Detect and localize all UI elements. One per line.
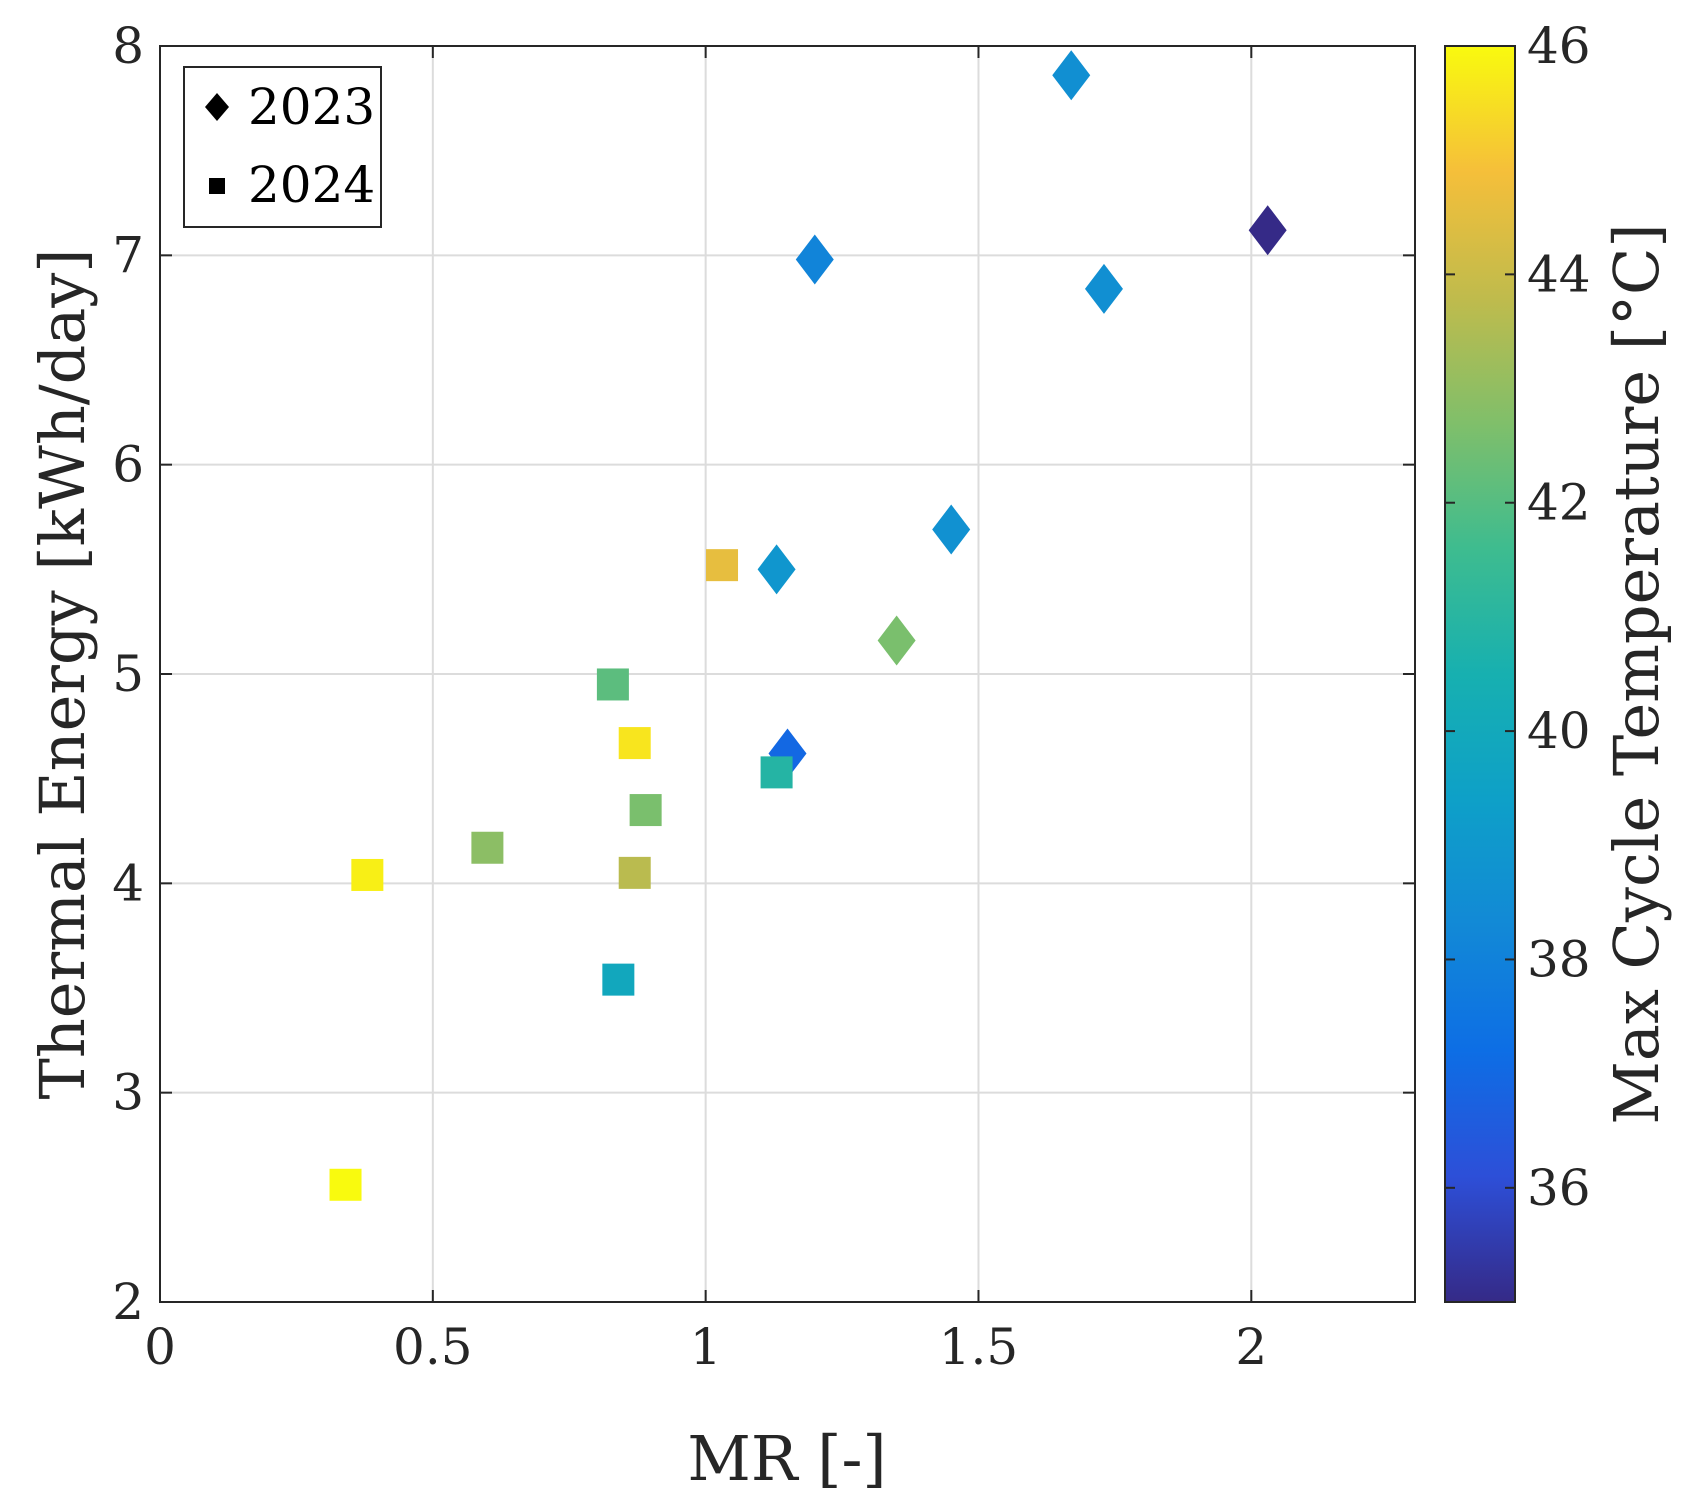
- colorbar-tick-label: 44: [1527, 245, 1591, 303]
- colorbar-tick-label: 46: [1527, 17, 1591, 75]
- y-tick-label: 2: [112, 1273, 144, 1331]
- axis-ticks: 0 0.5 1 1.5 2 2 3 4 5 6 7 8: [112, 17, 1415, 1376]
- data-point-2023: [1052, 50, 1091, 101]
- colorbar-ticks: 36 38 40 42 44 46: [1445, 17, 1591, 1217]
- colorbar-tick-label: 40: [1527, 702, 1591, 760]
- data-point-2024: [618, 727, 651, 760]
- y-tick-label: 8: [112, 17, 144, 75]
- colorbar: 36 38 40 42 44 46 Max Cycle Temperature [°C]: [1444, 17, 1673, 1303]
- data-point-2023: [1248, 205, 1287, 256]
- colorbar-tick-label: 38: [1527, 930, 1591, 988]
- x-tick-label: 0: [144, 1318, 176, 1376]
- data-point-2024: [629, 794, 662, 827]
- legend-label-2023: 2023: [248, 78, 375, 136]
- y-tick-label: 4: [112, 854, 144, 912]
- colorbar-title: Max Cycle Temperature [°C]: [1600, 223, 1673, 1124]
- colorbar-tick-label: 36: [1527, 1159, 1591, 1217]
- data-point-2024: [602, 963, 635, 996]
- x-tick-label: 1.5: [939, 1318, 1019, 1376]
- data-point-2023: [757, 544, 796, 595]
- data-point-2024: [471, 831, 504, 864]
- data-point-2023: [877, 615, 916, 666]
- data-point-2023: [932, 504, 971, 555]
- x-tick-label: 2: [1235, 1318, 1267, 1376]
- data-point-2024: [706, 549, 739, 582]
- legend: 2023 2024: [183, 66, 382, 228]
- x-tick-label: 1: [690, 1318, 722, 1376]
- data-point-2023: [1084, 263, 1123, 314]
- grid: [159, 45, 1415, 1303]
- x-axis-title: MR [-]: [687, 1422, 886, 1495]
- x-tick-label: 0.5: [393, 1318, 473, 1376]
- data-point-2024: [618, 856, 651, 889]
- legend-label-2024: 2024: [248, 156, 375, 214]
- y-tick-label: 3: [112, 1064, 144, 1122]
- y-tick-label: 5: [112, 645, 144, 703]
- legend-square-icon: [209, 178, 225, 194]
- data-point-2024: [351, 858, 384, 891]
- data-point-2023: [795, 234, 834, 285]
- y-tick-label: 6: [112, 436, 144, 494]
- y-axis-title: Thermal Energy [kWh/day]: [26, 248, 99, 1099]
- data-points: [329, 50, 1287, 1201]
- legend-diamond-icon: [205, 93, 229, 121]
- colorbar-tick-label: 42: [1527, 474, 1591, 532]
- data-point-2024: [329, 1168, 362, 1201]
- colorbar-gradient: [1444, 45, 1516, 1303]
- y-tick-label: 7: [112, 226, 144, 284]
- data-point-2024: [596, 668, 629, 701]
- data-point-2024: [760, 756, 793, 789]
